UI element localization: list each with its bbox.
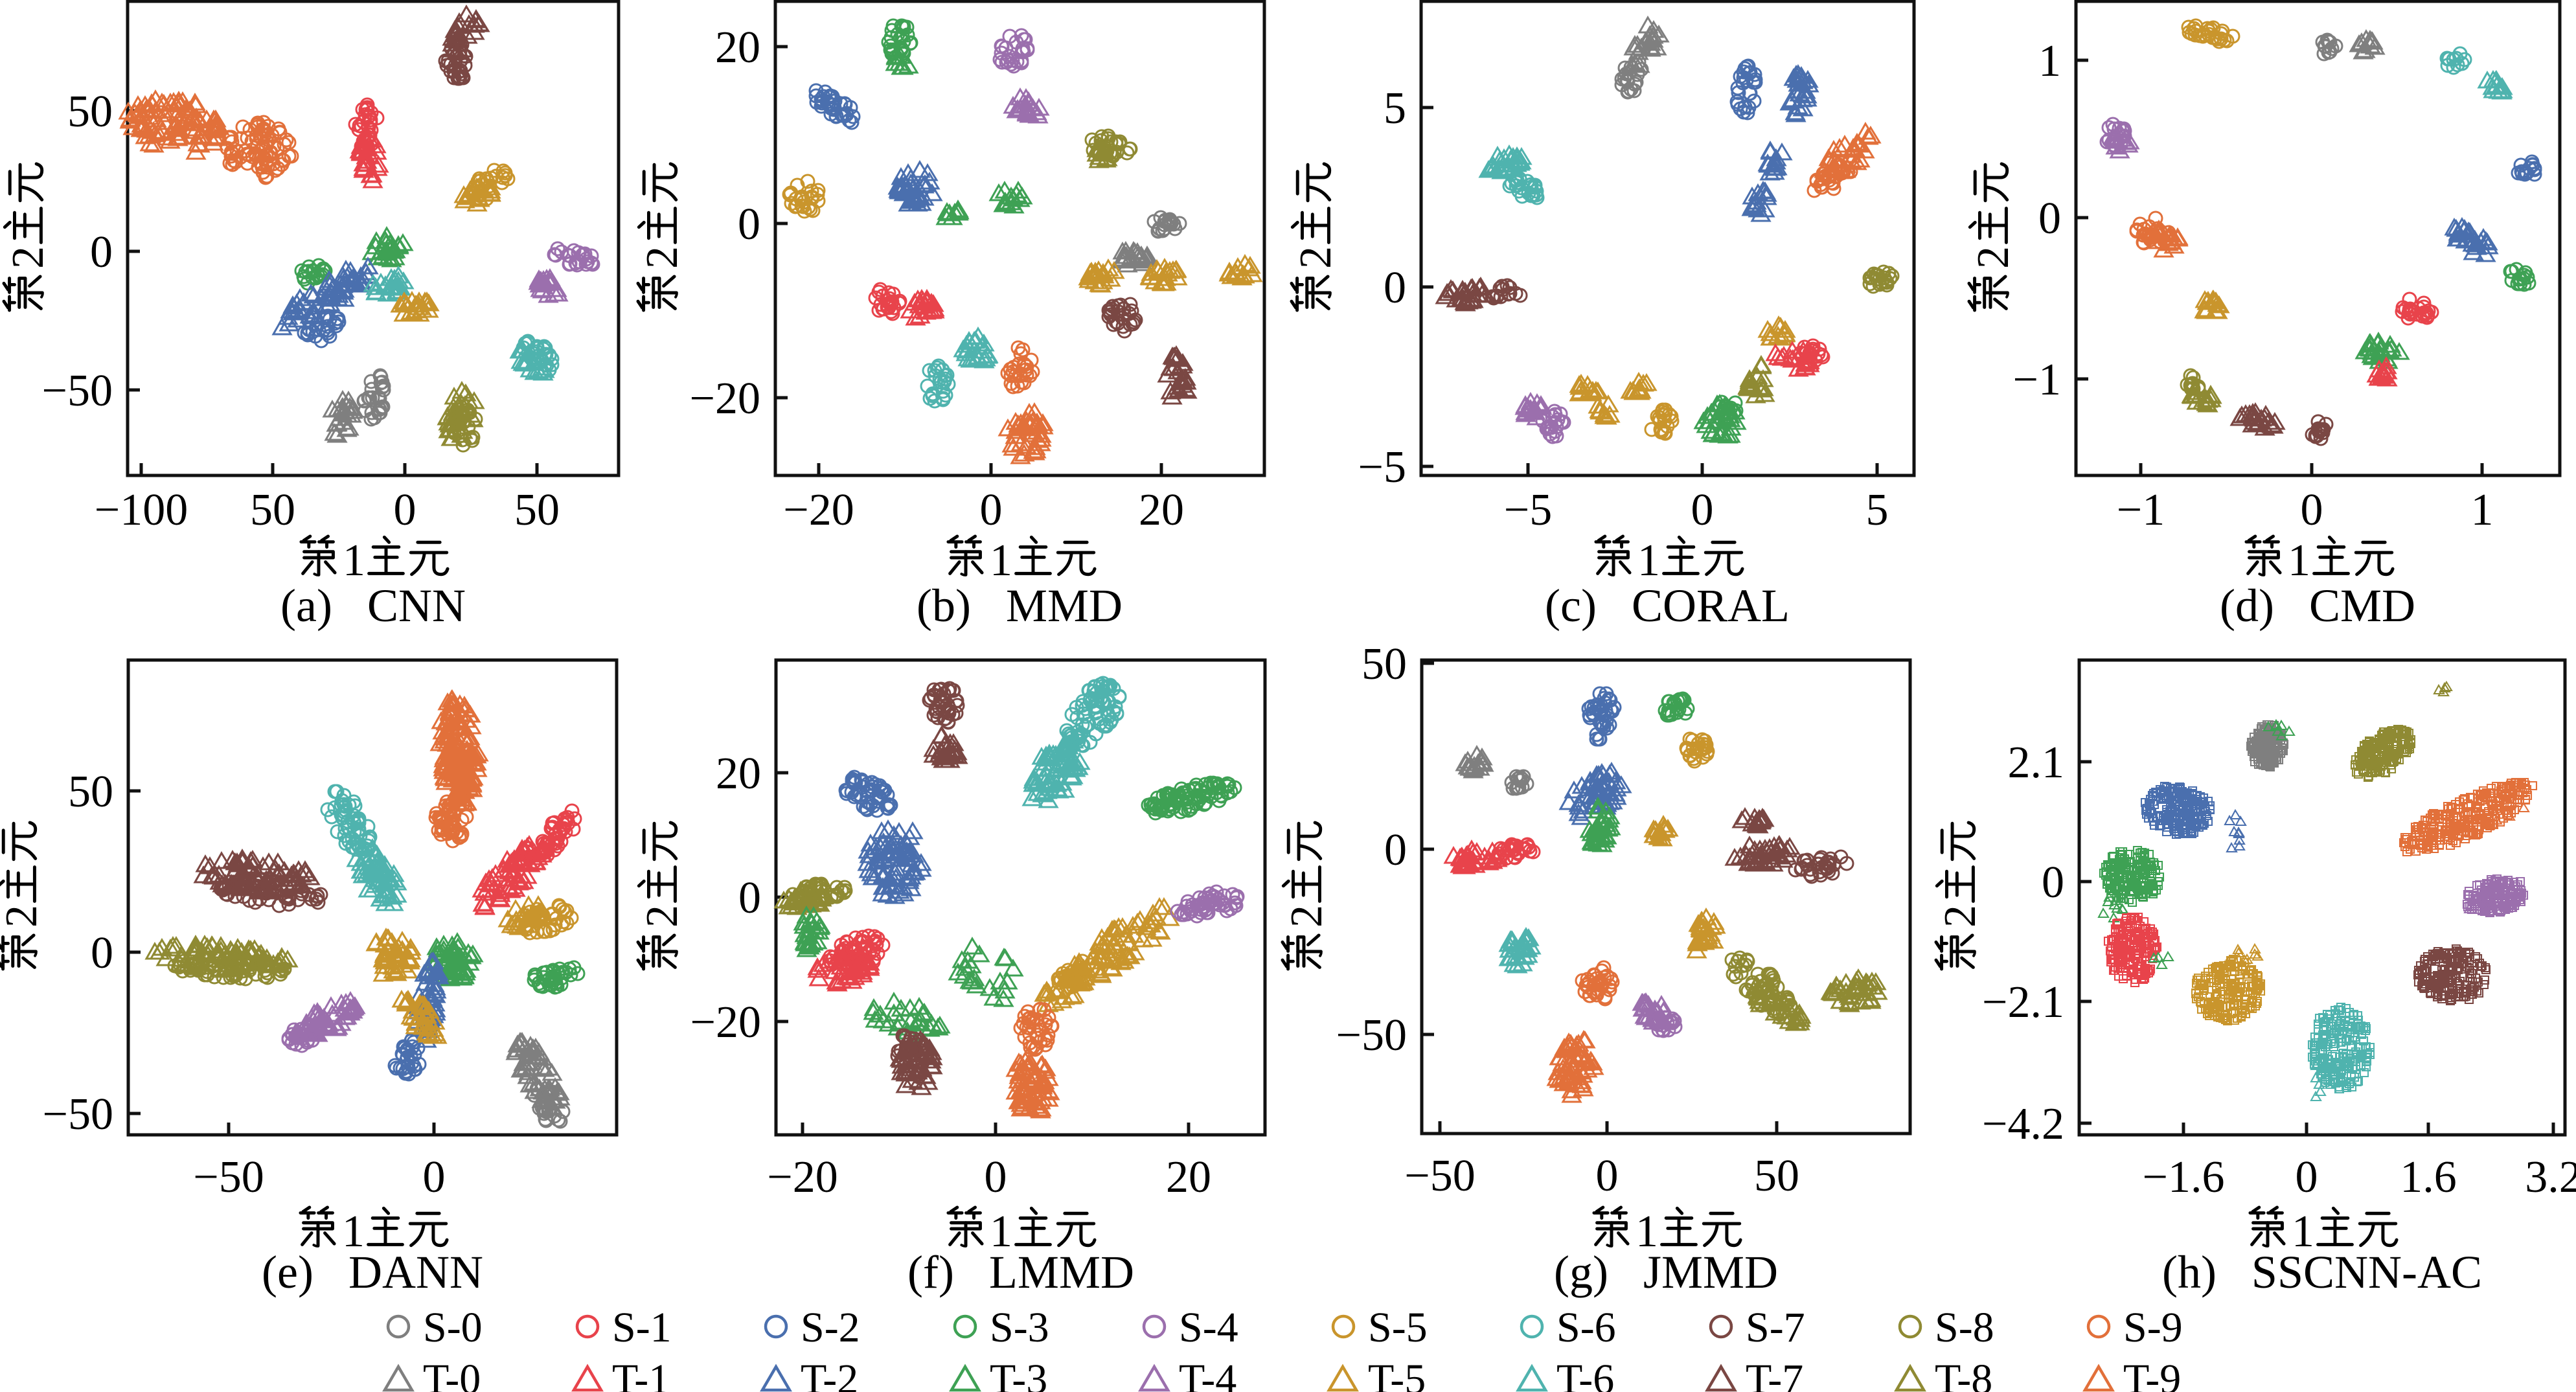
svg-text:−20: −20 [783, 485, 854, 535]
svg-text:(a) CNN: (a) CNN [280, 580, 466, 632]
svg-text:T-2: T-2 [801, 1356, 858, 1392]
svg-text:(g) JMMD: (g) JMMD [1554, 1246, 1778, 1298]
svg-text:T-0: T-0 [423, 1356, 481, 1392]
svg-text:−2.1: −2.1 [1982, 977, 2064, 1027]
svg-text:3.2: 3.2 [2525, 1152, 2576, 1202]
svg-text:T-6: T-6 [1556, 1356, 1614, 1392]
svg-text:T-4: T-4 [1179, 1356, 1237, 1392]
svg-text:T-7: T-7 [1746, 1356, 1803, 1392]
svg-text:50: 50 [67, 87, 113, 137]
svg-text:(h) SSCNN-AC: (h) SSCNN-AC [2162, 1246, 2482, 1298]
svg-text:−20: −20 [690, 374, 760, 424]
svg-text:T-5: T-5 [1368, 1356, 1426, 1392]
svg-text:0: 0 [1596, 1151, 1619, 1201]
svg-text:−1: −1 [2013, 355, 2061, 405]
svg-text:20: 20 [716, 749, 761, 799]
svg-text:−20: −20 [767, 1152, 838, 1202]
svg-text:50: 50 [250, 485, 295, 535]
svg-text:0: 0 [980, 485, 1003, 535]
svg-text:−20: −20 [690, 998, 761, 1047]
svg-text:5: 5 [1866, 485, 1889, 535]
svg-text:−100: −100 [95, 485, 188, 535]
svg-text:S-7: S-7 [1746, 1304, 1805, 1351]
svg-text:−5: −5 [1358, 442, 1406, 492]
svg-text:1: 1 [2471, 485, 2494, 535]
svg-text:−50: −50 [1404, 1151, 1475, 1201]
svg-text:S-4: S-4 [1179, 1304, 1238, 1351]
svg-text:0: 0 [90, 227, 113, 277]
svg-text:T-3: T-3 [990, 1356, 1047, 1392]
svg-text:−50: −50 [42, 366, 113, 416]
svg-text:0: 0 [394, 485, 416, 535]
svg-text:(f) LMMD: (f) LMMD [907, 1246, 1134, 1298]
svg-text:−1: −1 [2117, 485, 2165, 535]
svg-text:0: 0 [2038, 194, 2061, 244]
svg-text:50: 50 [1362, 639, 1407, 689]
svg-text:20: 20 [1166, 1152, 1211, 1202]
svg-text:(e) DANN: (e) DANN [262, 1246, 483, 1298]
svg-text:S-9: S-9 [2123, 1304, 2183, 1351]
svg-text:S-2: S-2 [801, 1304, 860, 1351]
svg-text:−50: −50 [1336, 1010, 1407, 1060]
svg-text:0: 0 [1384, 825, 1407, 875]
svg-text:S-5: S-5 [1368, 1304, 1428, 1351]
svg-text:0: 0 [985, 1152, 1007, 1202]
svg-text:(b) MMD: (b) MMD [917, 580, 1123, 632]
svg-text:50: 50 [68, 767, 113, 817]
svg-text:(c) CORAL: (c) CORAL [1545, 580, 1790, 632]
svg-text:(d) CMD: (d) CMD [2220, 580, 2415, 632]
svg-text:−5: −5 [1504, 485, 1552, 535]
svg-text:S-0: S-0 [423, 1304, 483, 1351]
svg-text:0: 0 [1691, 485, 1714, 535]
svg-text:20: 20 [715, 23, 760, 73]
svg-text:0: 0 [2296, 1152, 2318, 1202]
svg-text:0: 0 [738, 873, 761, 923]
svg-text:T-1: T-1 [612, 1356, 670, 1392]
svg-text:T-9: T-9 [2123, 1356, 2181, 1392]
svg-text:S-6: S-6 [1556, 1304, 1616, 1351]
svg-text:S-3: S-3 [990, 1304, 1049, 1351]
svg-text:20: 20 [1139, 485, 1184, 535]
svg-text:−1.6: −1.6 [2143, 1152, 2225, 1202]
svg-text:0: 0 [91, 928, 113, 978]
svg-text:0: 0 [423, 1152, 446, 1202]
svg-text:1: 1 [2038, 36, 2061, 86]
svg-text:0: 0 [2301, 485, 2323, 535]
svg-text:5: 5 [1384, 84, 1406, 133]
svg-text:S-1: S-1 [612, 1304, 672, 1351]
svg-text:2.1: 2.1 [2008, 738, 2065, 788]
svg-text:T-8: T-8 [1935, 1356, 1992, 1392]
svg-text:−4.2: −4.2 [1982, 1099, 2064, 1149]
svg-text:1.6: 1.6 [2400, 1152, 2457, 1202]
svg-text:−50: −50 [193, 1152, 264, 1202]
svg-text:50: 50 [514, 485, 560, 535]
svg-text:50: 50 [1754, 1151, 1799, 1201]
svg-text:−50: −50 [43, 1090, 113, 1139]
svg-text:0: 0 [2042, 858, 2064, 907]
svg-text:0: 0 [1384, 263, 1406, 313]
svg-text:0: 0 [738, 200, 760, 249]
svg-text:S-8: S-8 [1935, 1304, 1994, 1351]
